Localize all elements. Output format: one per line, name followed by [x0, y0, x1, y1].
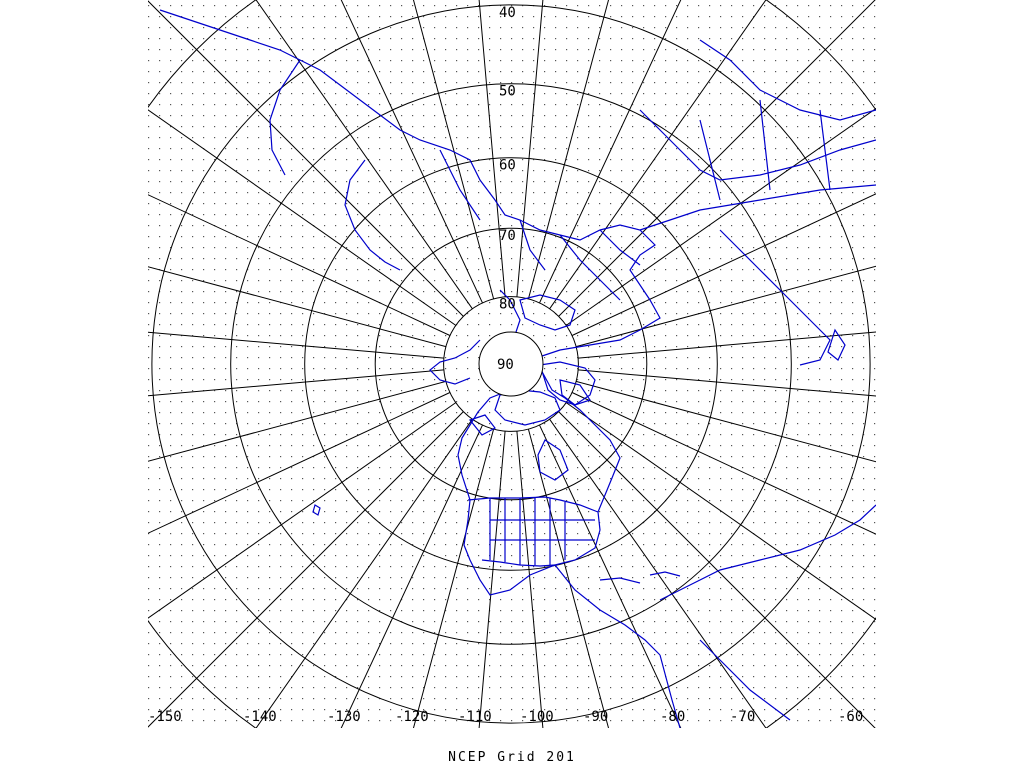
coastline-south-america: [659, 504, 876, 728]
meridian-line: [478, 431, 506, 728]
meridian-line: [516, 431, 544, 728]
meridian-line: [255, 418, 473, 728]
coastline-africa: [269, 59, 401, 271]
latitude-label: 60: [499, 158, 516, 174]
meridian-line: [558, 0, 876, 317]
meridian-line: [571, 392, 876, 535]
meridian-line: [148, 392, 451, 534]
meridian-line: [478, 0, 506, 297]
longitude-label: -110: [458, 709, 492, 725]
meridian-line: [539, 424, 682, 728]
longitude-label: -140: [243, 709, 277, 725]
longitude-label: -80: [660, 709, 685, 725]
meridian-line: [412, 428, 495, 728]
meridian-line: [516, 0, 544, 297]
coastline-india-asia: [639, 39, 876, 181]
meridian-line: [571, 193, 876, 336]
meridian-line: [558, 411, 876, 728]
longitude-labels: -150 -140 -130 -120 -110 -100 -90 -80 -70 -60: [148, 709, 863, 725]
meridian-line: [527, 428, 610, 728]
meridian-line: [340, 424, 483, 728]
latitude-label: 50: [499, 84, 516, 100]
latitude-circle: [151, 4, 871, 724]
meridian-line: [412, 0, 495, 300]
coastline-japan: [827, 328, 846, 361]
meridian-line: [255, 0, 473, 310]
meridian-line: [148, 266, 447, 348]
coastline-greenland: [539, 361, 596, 406]
meridian-line: [148, 369, 444, 397]
coastline-hudson-bay: [537, 439, 569, 481]
us-state-borders: [489, 498, 595, 565]
coastline-north-america: [457, 367, 621, 596]
longitude-label: -90: [583, 709, 608, 725]
longitude-label: -60: [838, 709, 863, 725]
latitude-label: 40: [499, 5, 516, 21]
meridian-line: [148, 380, 447, 462]
meridian-line: [578, 369, 876, 397]
meridian-line: [578, 331, 876, 359]
meridian-line: [575, 265, 876, 348]
latitude-circle: [443, 296, 579, 432]
coastline-central-america: [554, 564, 661, 656]
coastline-scandinavia: [519, 294, 576, 331]
coastline-alaska-siberia: [429, 289, 521, 385]
north-pole-cap: [478, 331, 544, 397]
latitude-circle: [304, 157, 718, 571]
meridian-line: [148, 194, 451, 336]
meridian-line: [549, 0, 767, 310]
map-title: NCEP Grid 201: [448, 750, 576, 765]
latitude-circle: [374, 227, 648, 501]
latitude-circle: [230, 83, 792, 645]
latitude-labels: 0102030405060708090: [497, 5, 516, 373]
meridian-line: [148, 411, 464, 728]
meridian-line: [527, 0, 610, 300]
longitude-label: -100: [520, 709, 554, 725]
longitude-label: -70: [730, 709, 755, 725]
meridian-line: [565, 402, 876, 621]
meridian-line: [539, 0, 682, 304]
coastline-arctic-islands: [468, 379, 591, 436]
latitude-label: 80: [499, 297, 516, 313]
meridian-line: [148, 0, 464, 317]
coastline-east-asia: [719, 229, 831, 366]
longitude-label: -130: [327, 709, 361, 725]
political-borders-eurasia: [439, 99, 876, 301]
longitude-label: -120: [395, 709, 429, 725]
meridian-line: [575, 380, 876, 463]
longitude-label: -150: [148, 709, 182, 725]
meridian-line: [148, 331, 444, 359]
coastlines: [159, 9, 876, 728]
meridian-line: [148, 109, 457, 326]
coastline-hawaii: [312, 504, 321, 516]
coastline-caribbean: [599, 571, 681, 584]
latitude-label: 90: [497, 357, 514, 373]
meridian-line: [148, 402, 457, 619]
latitude-label: 70: [499, 228, 516, 244]
meridian-line: [565, 107, 876, 326]
